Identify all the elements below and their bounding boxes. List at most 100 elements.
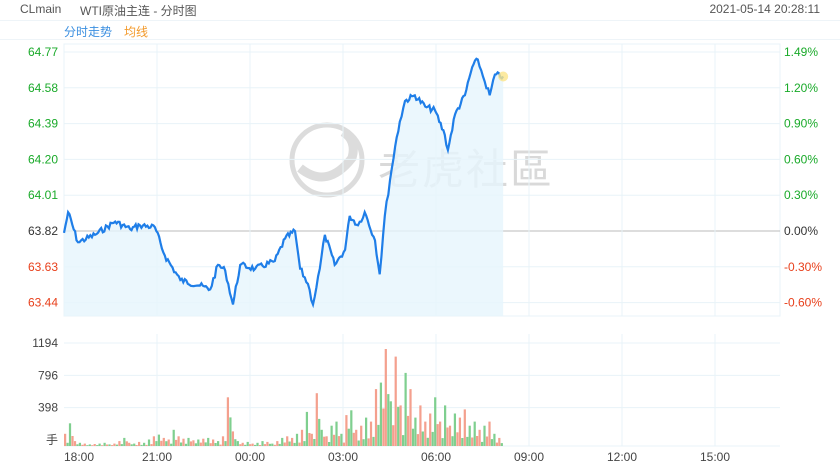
volume-bar (419, 405, 422, 446)
volume-unit-label: 手 (46, 433, 58, 447)
volume-bar (143, 442, 146, 446)
price-tick-label: 64.77 (28, 45, 58, 59)
volume-tick-label: 1194 (32, 336, 58, 350)
volume-bar (382, 408, 385, 446)
volume-bar (328, 442, 331, 446)
volume-bar (473, 421, 476, 446)
volume-bar (271, 443, 274, 446)
volume-bar (404, 372, 407, 446)
volume-bar (268, 443, 272, 446)
header: CLmain WTI原油主连 - 分时图 2021-05-14 20:28:11 (0, 0, 840, 18)
volume-bar (175, 439, 178, 446)
volume-bar (303, 441, 306, 446)
volume-bar (468, 425, 471, 446)
volume-bar (263, 444, 267, 446)
price-tick-label: 64.58 (28, 81, 58, 95)
volume-bar (155, 441, 158, 446)
volume-bar (83, 443, 86, 446)
volume-bar (456, 432, 459, 446)
volume-bar (145, 444, 148, 446)
volume-bar (204, 442, 207, 446)
price-line (62, 57, 505, 309)
volume-bar (96, 445, 99, 446)
volume-bar (399, 405, 402, 446)
volume-bar (295, 433, 299, 446)
volume-bar (120, 444, 123, 446)
volume-bar (367, 438, 370, 446)
volume-bar (384, 349, 387, 446)
volume-bar (73, 441, 77, 446)
volume-bar (291, 437, 294, 446)
volume-bar (246, 441, 249, 446)
time-tick-label: 00:00 (235, 450, 265, 464)
volume-bar (426, 437, 429, 446)
volume-bar (182, 438, 185, 446)
volume-bar (123, 437, 126, 446)
tab-intraday[interactable]: 分时走势 (64, 25, 113, 39)
volume-bar (177, 436, 180, 446)
price-tick-label: 63.82 (28, 224, 58, 238)
volume-bar (298, 442, 301, 446)
volume-bar (345, 415, 348, 446)
volume-bar (251, 443, 254, 446)
volume-bar (162, 437, 165, 446)
volume-bar (125, 441, 128, 446)
volume-bar (199, 442, 202, 446)
volume-bar (478, 429, 481, 446)
volume-bar (152, 436, 156, 446)
volume-bar (234, 439, 237, 446)
volume-bar (414, 417, 417, 446)
volume-bar (254, 444, 257, 446)
volume-bar (229, 417, 232, 446)
volume-bar (214, 443, 217, 446)
volume-bar (372, 436, 375, 446)
volume-bar (128, 442, 131, 446)
volume-bar (342, 442, 346, 446)
volume-bar (352, 432, 355, 446)
volume-bar (337, 436, 341, 446)
volume-bar (81, 444, 84, 446)
volume-bar (369, 421, 373, 446)
volume-bar (266, 441, 269, 446)
volume-bar (350, 410, 353, 446)
volume-bar (471, 437, 474, 446)
time-tick-label: 12:00 (607, 450, 637, 464)
volume-bar (184, 443, 188, 446)
volume-bar (488, 421, 491, 446)
volume-bar (241, 442, 244, 446)
time-tick-label: 09:00 (514, 450, 544, 464)
volume-bar (286, 436, 289, 446)
volume-tick-label: 796 (38, 368, 58, 382)
volume-bar (397, 406, 400, 446)
volume-bar (244, 444, 247, 446)
tab-moving-average[interactable]: 均线 (124, 25, 149, 39)
volume-bar (202, 438, 205, 446)
volume-bar (140, 444, 143, 446)
volume-bar (448, 425, 452, 446)
volume-bar (283, 442, 286, 446)
price-tick-label: 64.20 (28, 152, 58, 166)
percent-tick-label: -0.60% (784, 296, 822, 310)
volume-bar (78, 442, 82, 446)
volume-bar (170, 443, 173, 446)
percent-tick-label: 0.00% (784, 224, 818, 238)
price-tick-label: 63.63 (28, 260, 58, 274)
volume-bar (446, 427, 449, 446)
volume-bar (357, 440, 360, 446)
volume-bar (416, 434, 420, 446)
volume-bar (476, 436, 479, 446)
volume-bar (113, 443, 116, 446)
volume-bar (231, 431, 235, 446)
volume-bar (160, 440, 163, 446)
volume-bar (461, 438, 464, 446)
volume-bar (434, 397, 437, 446)
volume-bar (236, 441, 239, 446)
volume-bar (498, 437, 501, 446)
volume-bar (451, 436, 454, 446)
volume-bar (325, 436, 328, 446)
volume-bar (300, 429, 304, 446)
volume-bar (93, 444, 96, 446)
volume-bar (130, 444, 133, 446)
volume-bar (187, 437, 190, 446)
volume-bar (495, 442, 499, 446)
